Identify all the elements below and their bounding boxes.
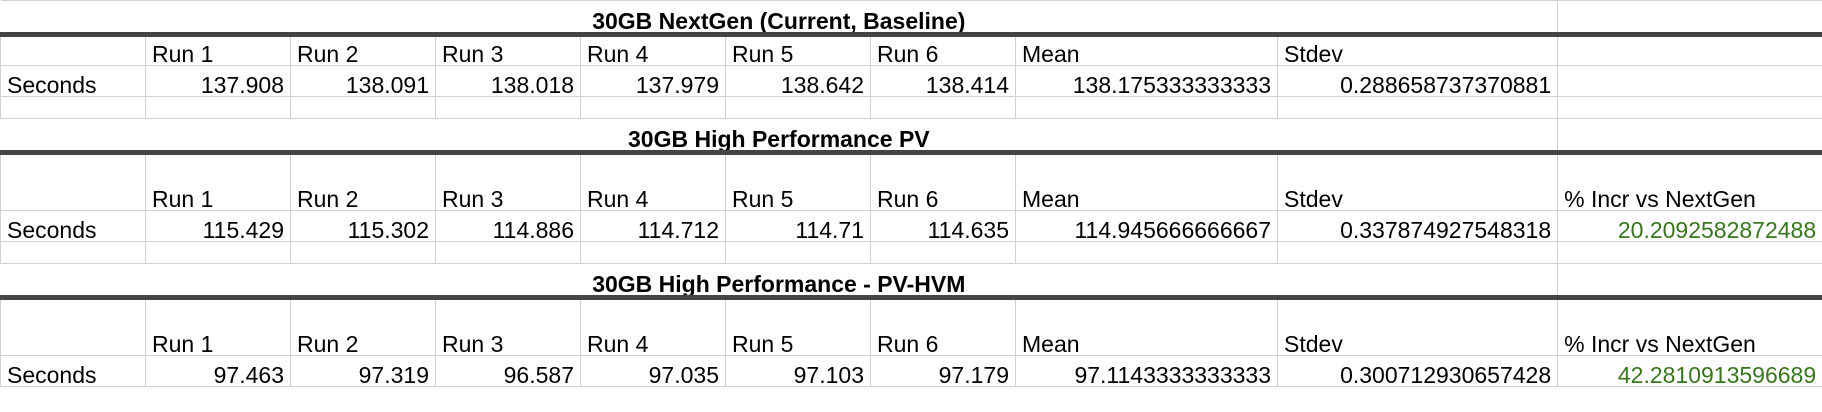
header-cell-mean[interactable]: Mean <box>1015 152 1278 211</box>
cell[interactable] <box>1557 118 1822 155</box>
cell[interactable] <box>580 96 726 119</box>
cell[interactable] <box>145 96 291 119</box>
section-title[interactable]: 30GB High Performance PV <box>0 118 1558 155</box>
header-cell-run-2[interactable]: Run 2 <box>290 34 436 66</box>
value-cell-run-4[interactable]: 97.035 <box>580 355 726 387</box>
header-cell-run-4[interactable]: Run 4 <box>580 152 726 211</box>
header-cell-stdev[interactable]: Stdev <box>1276 34 1559 66</box>
value-cell-mean[interactable]: 97.1143333333333 <box>1015 355 1278 387</box>
cell[interactable] <box>1557 0 1822 37</box>
header-row: Run 1 Run 2 Run 3 Run 4 Run 5 Run 6 Mean… <box>0 34 1822 66</box>
header-cell-run-1[interactable]: Run 1 <box>145 297 291 356</box>
blank-row <box>0 96 1822 119</box>
header-cell-incr[interactable]: % Incr vs NextGen <box>1557 297 1822 356</box>
value-cell-incr[interactable]: 42.2810913596689 <box>1557 355 1822 387</box>
value-cell-run-4[interactable]: 114.712 <box>580 210 726 242</box>
value-cell-run-5[interactable]: 138.642 <box>725 65 871 97</box>
header-cell-incr[interactable]: % Incr vs NextGen <box>1557 152 1822 211</box>
cell[interactable] <box>1015 96 1278 119</box>
value-cell-stdev[interactable]: 0.300712930657428 <box>1276 355 1559 387</box>
cell[interactable] <box>0 241 146 264</box>
header-cell-run-2[interactable]: Run 2 <box>290 297 436 356</box>
cell[interactable] <box>290 241 436 264</box>
section-title-row: 30GB High Performance - PV-HVM <box>0 263 1822 300</box>
cell[interactable] <box>1557 96 1822 119</box>
header-cell-run-4[interactable]: Run 4 <box>580 34 726 66</box>
cell[interactable] <box>435 96 581 119</box>
spreadsheet: 30GB NextGen (Current, Baseline) Run 1 R… <box>0 0 1822 387</box>
value-cell-incr[interactable]: 20.2092582872488 <box>1557 210 1822 242</box>
cell[interactable] <box>870 96 1016 119</box>
header-cell-stdev[interactable]: Stdev <box>1276 152 1559 211</box>
section-title-row: 30GB NextGen (Current, Baseline) <box>0 0 1822 37</box>
cell[interactable] <box>580 241 726 264</box>
value-cell-run-5[interactable]: 114.71 <box>725 210 871 242</box>
header-cell-run-6[interactable]: Run 6 <box>870 152 1016 211</box>
data-row: Seconds 137.908 138.091 138.018 137.979 … <box>0 65 1822 97</box>
value-cell-run-6[interactable]: 97.179 <box>870 355 1016 387</box>
value-cell-run-6[interactable]: 138.414 <box>870 65 1016 97</box>
value-cell-run-1[interactable]: 137.908 <box>145 65 291 97</box>
cell[interactable] <box>725 96 871 119</box>
header-cell-run-1[interactable]: Run 1 <box>145 34 291 66</box>
cell[interactable] <box>1276 241 1559 264</box>
header-cell-run-2[interactable]: Run 2 <box>290 152 436 211</box>
value-cell-stdev[interactable]: 0.288658737370881 <box>1276 65 1559 97</box>
cell[interactable] <box>870 241 1016 264</box>
header-cell-incr[interactable] <box>1557 34 1822 66</box>
section-title-row: 30GB High Performance PV <box>0 118 1822 155</box>
cell[interactable] <box>1557 263 1822 300</box>
row-label[interactable]: Seconds <box>0 355 146 387</box>
header-cell-mean[interactable]: Mean <box>1015 34 1278 66</box>
value-cell-run-3[interactable]: 114.886 <box>435 210 581 242</box>
header-cell-run-5[interactable]: Run 5 <box>725 34 871 66</box>
header-cell-run-6[interactable]: Run 6 <box>870 297 1016 356</box>
value-cell-run-4[interactable]: 137.979 <box>580 65 726 97</box>
cell[interactable] <box>0 297 146 356</box>
data-row: Seconds 115.429 115.302 114.886 114.712 … <box>0 210 1822 242</box>
cell[interactable] <box>435 241 581 264</box>
cell[interactable] <box>1276 96 1559 119</box>
value-cell-run-6[interactable]: 114.635 <box>870 210 1016 242</box>
header-cell-run-5[interactable]: Run 5 <box>725 152 871 211</box>
header-cell-run-4[interactable]: Run 4 <box>580 297 726 356</box>
value-cell-stdev[interactable]: 0.337874927548318 <box>1276 210 1559 242</box>
section-title[interactable]: 30GB NextGen (Current, Baseline) <box>0 0 1558 37</box>
value-cell-mean[interactable]: 114.945666666667 <box>1015 210 1278 242</box>
value-cell-mean[interactable]: 138.175333333333 <box>1015 65 1278 97</box>
cell[interactable] <box>145 241 291 264</box>
value-cell-run-2[interactable]: 138.091 <box>290 65 436 97</box>
cell[interactable] <box>1557 241 1822 264</box>
value-cell-run-5[interactable]: 97.103 <box>725 355 871 387</box>
header-row: Run 1 Run 2 Run 3 Run 4 Run 5 Run 6 Mean… <box>0 297 1822 356</box>
cell[interactable] <box>0 96 146 119</box>
section-title[interactable]: 30GB High Performance - PV-HVM <box>0 263 1558 300</box>
data-row: Seconds 97.463 97.319 96.587 97.035 97.1… <box>0 355 1822 387</box>
cell[interactable] <box>0 34 146 66</box>
value-cell-incr[interactable] <box>1557 65 1822 97</box>
header-cell-run-3[interactable]: Run 3 <box>435 297 581 356</box>
header-cell-run-6[interactable]: Run 6 <box>870 34 1016 66</box>
header-cell-mean[interactable]: Mean <box>1015 297 1278 356</box>
cell[interactable] <box>290 96 436 119</box>
cell[interactable] <box>725 241 871 264</box>
header-cell-stdev[interactable]: Stdev <box>1276 297 1559 356</box>
header-row: Run 1 Run 2 Run 3 Run 4 Run 5 Run 6 Mean… <box>0 152 1822 211</box>
header-cell-run-3[interactable]: Run 3 <box>435 152 581 211</box>
row-label[interactable]: Seconds <box>0 65 146 97</box>
header-cell-run-1[interactable]: Run 1 <box>145 152 291 211</box>
row-label[interactable]: Seconds <box>0 210 146 242</box>
benchmark-table: 30GB NextGen (Current, Baseline) Run 1 R… <box>0 0 1822 387</box>
header-cell-run-3[interactable]: Run 3 <box>435 34 581 66</box>
header-cell-run-5[interactable]: Run 5 <box>725 297 871 356</box>
cell[interactable] <box>1015 241 1278 264</box>
value-cell-run-2[interactable]: 115.302 <box>290 210 436 242</box>
value-cell-run-1[interactable]: 115.429 <box>145 210 291 242</box>
value-cell-run-2[interactable]: 97.319 <box>290 355 436 387</box>
value-cell-run-1[interactable]: 97.463 <box>145 355 291 387</box>
blank-row <box>0 241 1822 264</box>
value-cell-run-3[interactable]: 96.587 <box>435 355 581 387</box>
value-cell-run-3[interactable]: 138.018 <box>435 65 581 97</box>
cell[interactable] <box>0 152 146 211</box>
